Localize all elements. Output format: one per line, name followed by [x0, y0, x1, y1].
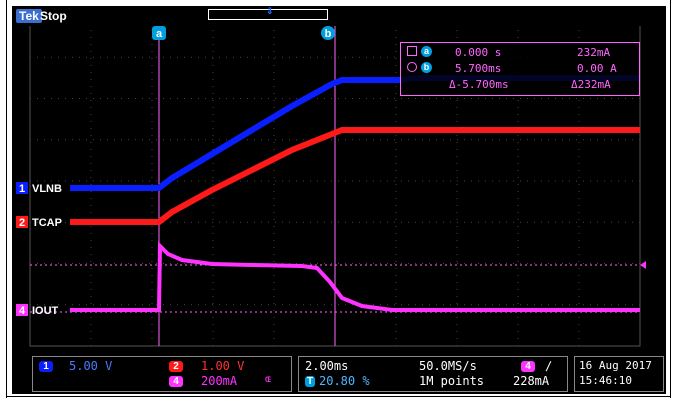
cursor-delta-value: Δ232mA [571, 78, 611, 91]
trigger-level-arrow[interactable] [640, 261, 646, 269]
timebase-panel[interactable]: 2.00ms 50.0MS/s T 20.80 % 1M points 4 ∕ … [298, 356, 568, 392]
ch2-badge: 2 [169, 361, 183, 372]
ch4-badge: 4 [169, 376, 183, 387]
ch1-scale: 5.00 V [69, 359, 113, 373]
cursor-a-square-icon [407, 46, 417, 56]
cursor-b-readout: b 5.700ms 0.00 A [401, 62, 639, 78]
oscilloscope-screen: a b 1 VLNB 2 TCAP 4 IOUT Tek Stop ⇓ [12, 6, 666, 394]
trigger-position: 20.80 % [319, 374, 370, 388]
trigger-slope-icon: ∕ [545, 359, 553, 373]
ch2-marker[interactable]: 2 TCAP [16, 216, 62, 229]
cursor-b-badge-label: b [325, 28, 332, 40]
cursor-a-value: 232mA [577, 46, 611, 59]
datetime-panel: 16 Aug 2017 15:46:10 [574, 356, 664, 392]
ch2-tcap-trace [70, 127, 640, 225]
ch1-marker-label: VLNB [32, 183, 62, 195]
record-length: 1M points [419, 374, 485, 388]
cursor-b-circle-icon [407, 62, 417, 72]
tek-logo: Tek [16, 9, 42, 23]
trigger-position-icon: T [305, 376, 315, 387]
trigger-level: 228mA [513, 374, 550, 388]
cursor-b-badge[interactable]: b [321, 26, 335, 40]
channel-scale-panel[interactable]: 1 5.00 V 2 1.00 V 4 200mA ɶ [32, 356, 292, 392]
frame-left-border [6, 0, 7, 398]
bandwidth-limit-icon: ɶ [265, 374, 272, 385]
ch1-marker-id: 1 [19, 183, 25, 195]
ch2-marker-id: 2 [19, 217, 25, 229]
cursor-a-readout-badge: a [421, 46, 432, 57]
acquisition-state[interactable]: Stop [40, 9, 67, 23]
timebase-value: 2.00ms [305, 359, 349, 373]
ch4-marker-id: 4 [19, 305, 26, 317]
ch1-badge: 1 [39, 361, 53, 372]
ch4-marker-label: IOUT [32, 305, 59, 317]
ch4-iout-trace [70, 241, 640, 312]
date-value: 16 Aug 2017 [579, 359, 652, 372]
ch4-scale: 200mA [201, 374, 238, 388]
time-value: 15:46:10 [579, 374, 632, 387]
record-view-bar[interactable]: ⇓ [208, 6, 328, 20]
cursor-b-readout-badge: b [421, 62, 432, 73]
cursor-b-value: 0.00 A [577, 62, 617, 75]
cursor-a-readout: a 0.000 s 232mA [401, 46, 639, 62]
scope-top-bar: Tek Stop ⇓ [12, 6, 666, 26]
cursor-a-badge[interactable]: a [152, 26, 166, 40]
cursor-b-time: 5.700ms [455, 62, 502, 75]
cursor-a-time: 0.000 s [455, 46, 502, 59]
frame-bottom-border [6, 396, 671, 397]
trigger-source-badge: 4 [521, 361, 535, 372]
ch1-marker[interactable]: 1 VLNB [16, 182, 62, 195]
record-marker-icon: ⇓ [266, 6, 274, 16]
ch2-scale: 1.00 V [201, 359, 245, 373]
ch2-marker-label: TCAP [32, 217, 62, 229]
status-bar: 1 5.00 V 2 1.00 V 4 200mA ɶ 2.00ms 50.0M… [12, 354, 666, 394]
ch4-marker[interactable]: 4 IOUT [16, 304, 59, 317]
cursor-a-badge-label: a [156, 28, 163, 40]
cursor-delta-time: Δ-5.700ms [449, 78, 509, 91]
sample-rate: 50.0MS/s [419, 359, 477, 373]
cursor-readout-box: a 0.000 s 232mA b 5.700ms 0.00 A Δ-5.700… [400, 42, 640, 96]
cursor-delta-readout: Δ-5.700ms Δ232mA [401, 78, 639, 94]
frame-right-border [670, 0, 671, 398]
